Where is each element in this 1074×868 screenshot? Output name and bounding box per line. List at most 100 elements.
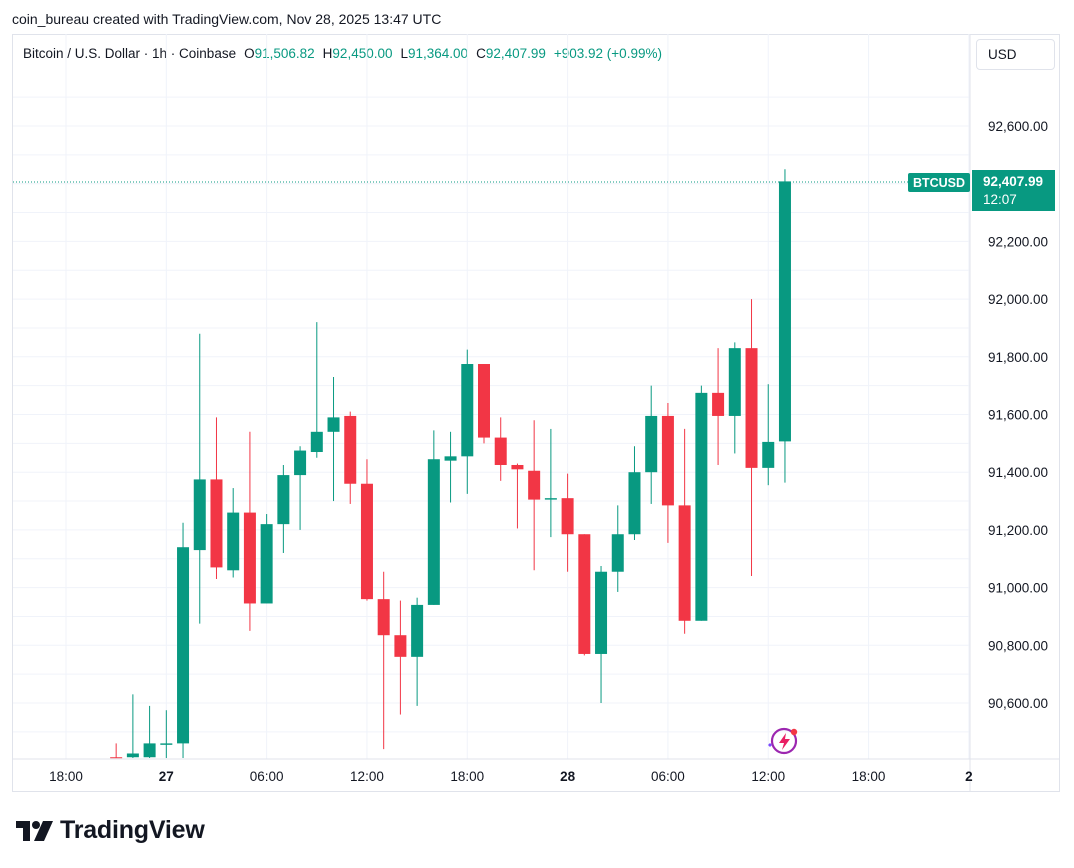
time-tick-label: 18:00: [450, 769, 484, 784]
price-tag-countdown: 12:07: [983, 192, 1017, 207]
candle: [778, 169, 791, 483]
candle-body: [210, 479, 223, 568]
candle: [461, 349, 474, 494]
candle: [294, 446, 307, 530]
candle: [511, 463, 524, 529]
candle-body: [377, 599, 390, 636]
candle-body: [243, 512, 256, 604]
candle-body: [578, 534, 591, 654]
chart-frame: [12, 34, 1060, 792]
price-tick-label: 92,600.00: [988, 119, 1048, 134]
candle: [494, 417, 507, 481]
price-tick-label: 90,800.00: [988, 638, 1048, 653]
candle-body: [110, 757, 123, 759]
candle-body: [745, 348, 758, 468]
low-value: 91,364.00: [408, 46, 469, 61]
candle: [712, 348, 725, 465]
tradingview-brand[interactable]: TradingView: [16, 816, 205, 845]
candle: [427, 430, 440, 605]
candle: [528, 420, 541, 571]
candle-body: [678, 505, 691, 621]
time-tick-label: 18:00: [49, 769, 83, 784]
time-tick-label: 27: [159, 769, 174, 784]
candle: [377, 571, 390, 750]
price-axis: 92,600.00 92,200.00 92,000.00 91,800.00 91,6…: [988, 119, 1048, 711]
candle: [327, 376, 340, 502]
candle: [227, 488, 240, 578]
candle: [762, 384, 775, 486]
price-tick-label: 91,800.00: [988, 350, 1048, 365]
candle-body: [712, 392, 725, 416]
candle-body: [227, 512, 240, 571]
candle-body: [193, 479, 206, 551]
candle-body: [177, 547, 190, 744]
price-tick-label: 91,400.00: [988, 465, 1048, 480]
candle: [126, 694, 139, 758]
candle-body: [327, 417, 340, 432]
candle: [210, 417, 223, 579]
candle: [611, 505, 624, 592]
price-tick-label: 91,600.00: [988, 408, 1048, 423]
candle-body: [528, 470, 541, 500]
symbol-description[interactable]: Bitcoin / U.S. Dollar · 1h · Coinbase: [23, 46, 237, 61]
close-label: C: [476, 46, 486, 61]
candle-body: [728, 348, 741, 416]
currency-button[interactable]: USD: [976, 39, 1055, 70]
candle: [143, 705, 156, 758]
candle-body: [427, 459, 440, 605]
candle-body: [344, 415, 357, 484]
time-tick-label: 2: [965, 769, 973, 784]
candle: [695, 385, 708, 621]
candle: [344, 411, 357, 504]
time-axis: 18:00 27 06:00 12:00 18:00 28 06:00 12:00 18:00 2: [49, 769, 973, 784]
high-value: 92,450.00: [332, 46, 393, 61]
candle: [661, 402, 674, 543]
candle-body: [478, 364, 490, 438]
price-tick-label: 91,200.00: [988, 523, 1048, 538]
candle-body: [160, 743, 173, 745]
candle: [561, 473, 574, 572]
candle-body: [561, 498, 574, 535]
chart-attribution: coin_bureau created with TradingView.com…: [12, 11, 442, 27]
candle-body: [661, 415, 674, 506]
lightning-badge-icon: [768, 727, 798, 755]
candle-body: [310, 431, 323, 453]
candle-body: [511, 464, 524, 470]
symbol-tag: BTCUSD: [908, 173, 970, 192]
candle: [745, 299, 758, 577]
candle-body: [126, 753, 139, 758]
candle: [444, 431, 457, 503]
candle: [394, 600, 407, 715]
symbol-tag-text: BTCUSD: [913, 176, 965, 190]
candle: [411, 597, 424, 706]
candle: [578, 534, 591, 656]
price-tick-label: 90,600.00: [988, 696, 1048, 711]
price-tick-label: 92,000.00: [988, 292, 1048, 307]
tradingview-wordmark: TradingView: [60, 816, 205, 844]
candle: [595, 565, 608, 703]
time-tick-label: 28: [560, 769, 576, 784]
time-tick-label: 06:00: [651, 769, 685, 784]
candle: [728, 342, 741, 454]
candle-body: [444, 456, 457, 461]
candle: [310, 322, 323, 458]
price-tag: 92,407.99 12:07: [972, 170, 1055, 211]
candle-body: [544, 498, 557, 500]
low-label: L: [400, 46, 408, 61]
time-tick-label: 12:00: [350, 769, 384, 784]
candle-body: [260, 524, 273, 604]
candle-body: [778, 181, 791, 442]
candles: [110, 169, 791, 759]
candle-body: [645, 415, 658, 473]
time-tick-label: 06:00: [250, 769, 284, 784]
candle-body: [411, 604, 424, 657]
candle: [360, 459, 373, 601]
candle-body: [494, 437, 507, 465]
high-label: H: [322, 46, 333, 61]
candle-body: [628, 472, 641, 535]
candle: [678, 428, 691, 634]
candle-body: [294, 450, 307, 476]
candle: [177, 522, 190, 758]
candle: [160, 710, 173, 758]
